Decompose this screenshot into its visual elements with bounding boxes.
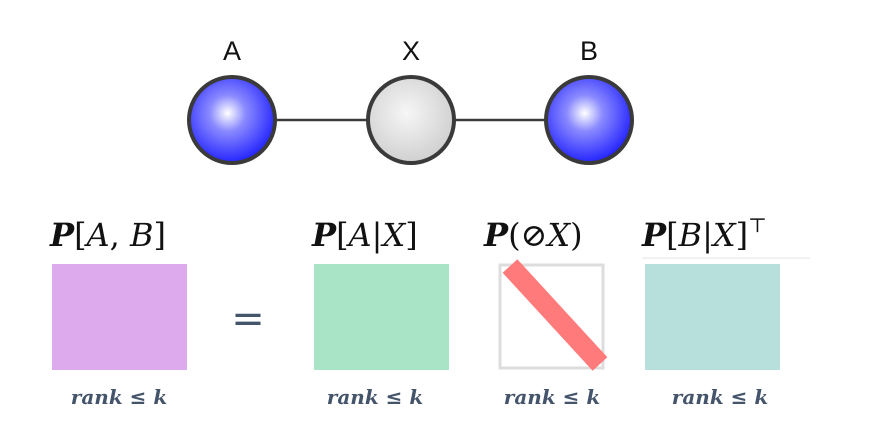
node-x-label: X (402, 36, 420, 66)
node-x (366, 75, 456, 165)
node-a-label: A (223, 36, 241, 66)
lhs-matrix (52, 264, 187, 370)
transpose-symbol: ⊤ (748, 213, 767, 237)
graph-nodes: A X B (187, 36, 634, 165)
equals-sign: = (231, 296, 265, 342)
factor3-rank-label: rank ≤ k (672, 385, 768, 409)
lhs-formula: P[A, B] (49, 216, 166, 254)
factor2-diagonal (502, 259, 608, 371)
factor1-formula: P[A|X] (311, 216, 418, 254)
lhs-rank-label: rank ≤ k (71, 385, 167, 409)
factor2-rank-label: rank ≤ k (504, 385, 600, 409)
node-b-label: B (580, 36, 598, 66)
node-a (187, 75, 277, 165)
factor1-matrix (314, 264, 449, 370)
factor2-formula: P(⊘X) (483, 216, 583, 254)
node-b (544, 75, 634, 165)
factor3-formula: P[B|X]⊤ (641, 213, 767, 254)
factor1-rank-label: rank ≤ k (327, 385, 423, 409)
factor3-matrix (645, 264, 780, 370)
